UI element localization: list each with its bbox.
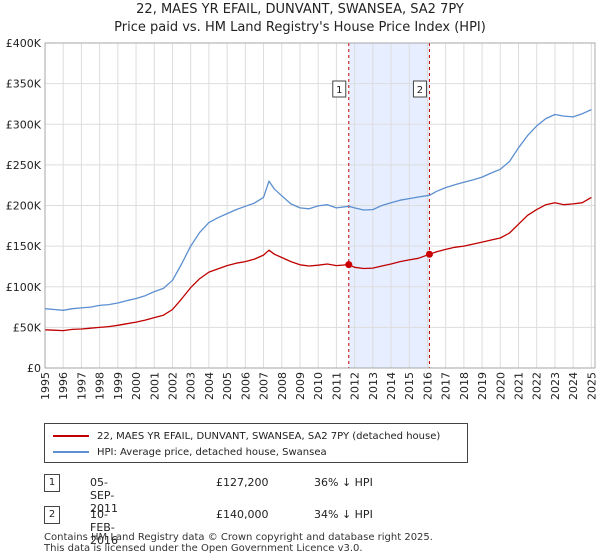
legend-item-hpi: HPI: Average price, detached house, Swan…: [53, 444, 327, 460]
sale-label-text: 2: [417, 85, 423, 96]
y-tick-label: £0: [27, 362, 41, 375]
footer-line: Contains HM Land Registry data © Crown c…: [44, 532, 433, 543]
chart-legend: 22, MAES YR EFAIL, DUNVANT, SWANSEA, SA2…: [44, 423, 468, 463]
x-tick-label: 2009: [294, 372, 307, 400]
sale-hpi-diff: 34% ↓ HPI: [314, 508, 373, 521]
sale-point: [425, 250, 433, 258]
x-tick-label: 2020: [494, 372, 507, 400]
y-tick-label: £400K: [6, 37, 42, 50]
price-chart: £0 £50K £100K £150K £200K £250K £300K £350K £400…: [6, 37, 599, 400]
x-tick-label: 1998: [94, 372, 107, 400]
x-tick-label: 2012: [349, 372, 362, 400]
x-tick-label: 2015: [403, 372, 416, 400]
y-tick-label: £200K: [6, 200, 42, 213]
x-tick-label: 2008: [276, 372, 289, 400]
x-tick-label: 2025: [585, 372, 598, 400]
x-tick-label: 2000: [130, 372, 143, 400]
sale-label-box: [412, 80, 427, 98]
x-tick-label: 1999: [112, 372, 125, 400]
x-tick-label: 2011: [330, 372, 343, 400]
plot-border: [44, 42, 596, 369]
chart-subtitle: Price paid vs. HM Land Registry's House …: [114, 20, 486, 35]
x-tick-label: 2022: [531, 372, 544, 400]
y-tick-label: £350K: [6, 78, 42, 91]
property-price-line: [44, 196, 592, 332]
legend-line-property: [53, 435, 89, 437]
legend-item-property: 22, MAES YR EFAIL, DUNVANT, SWANSEA, SA2…: [53, 428, 440, 444]
x-tick-label: 2017: [440, 372, 453, 400]
sale-date: 05-SEP-2011: [90, 476, 118, 515]
x-tick-label: 2021: [513, 372, 526, 400]
y-tick-label: £100K: [6, 281, 42, 294]
x-tick-label: 1995: [39, 372, 52, 400]
sale-price: £127,200: [216, 476, 269, 489]
x-tick-label: 2005: [221, 372, 234, 400]
sale-date: 10-FEB-2016: [90, 508, 118, 547]
y-tick-label: £250K: [6, 159, 42, 172]
sale-label-text: 1: [336, 85, 342, 96]
sale-number-badge: 1: [44, 474, 60, 492]
x-tick-label: 2018: [458, 372, 471, 400]
sale-label-box: [332, 80, 347, 98]
x-tick-label: 2006: [239, 372, 252, 400]
footer-line: This data is licensed under the Open Gov…: [44, 543, 363, 554]
hpi-line: [44, 109, 592, 311]
x-tick-label: 2010: [312, 372, 325, 400]
legend-label-property: 22, MAES YR EFAIL, DUNVANT, SWANSEA, SA2…: [97, 430, 441, 442]
sale-number-badge: 2: [44, 506, 60, 524]
y-tick-label: £300K: [6, 118, 42, 131]
y-tick-label: £150K: [6, 240, 42, 253]
x-tick-label: 2004: [203, 372, 216, 400]
sale-hpi-diff: 36% ↓ HPI: [314, 476, 373, 489]
legend-label-hpi: HPI: Average price, detached house, Swan…: [97, 446, 327, 458]
x-tick-label: 2024: [567, 372, 580, 400]
legend-line-hpi: [53, 451, 89, 453]
sale-point: [345, 261, 353, 269]
x-tick-label: 2003: [185, 372, 198, 400]
x-tick-label: 2014: [385, 372, 398, 400]
sale-price: £140,000: [216, 508, 269, 521]
x-tick-label: 2002: [166, 372, 179, 400]
x-tick-label: 1996: [57, 372, 70, 400]
y-tick-label: £50K: [13, 321, 42, 334]
x-tick-label: 2007: [258, 372, 271, 400]
x-tick-label: 2013: [367, 372, 380, 400]
x-tick-label: 1997: [75, 372, 88, 400]
chart-title: 22, MAES YR EFAIL, DUNVANT, SWANSEA, SA2…: [136, 2, 464, 17]
x-tick-label: 2001: [148, 372, 161, 400]
x-tick-label: 2019: [476, 372, 489, 400]
x-tick-label: 2016: [421, 372, 434, 400]
x-tick-label: 2023: [549, 372, 562, 400]
footer-attribution: Contains HM Land Registry data © Crown c…: [44, 532, 433, 554]
